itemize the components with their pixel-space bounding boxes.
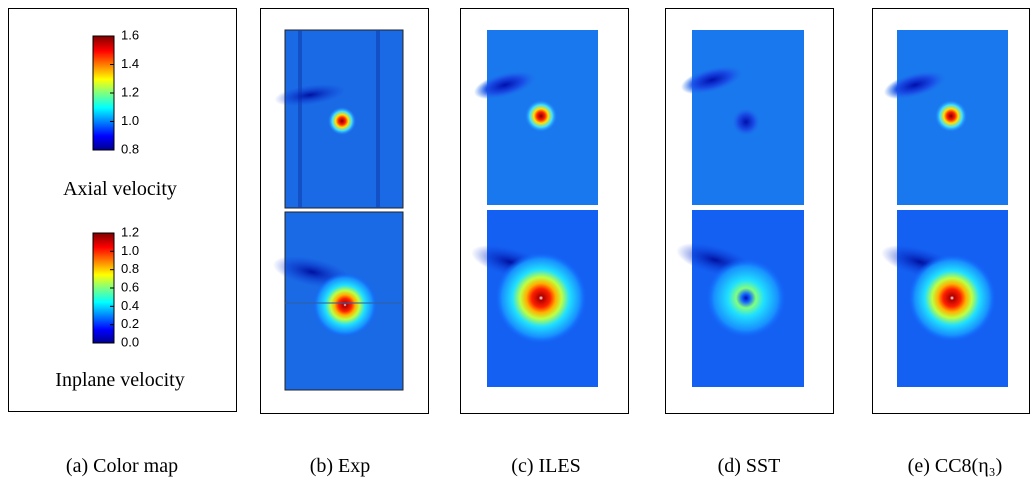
panel-frame (8, 8, 237, 412)
panel-frame (260, 8, 429, 414)
colorbar-tick-label: 1.6 (121, 27, 139, 42)
panel-frame (460, 8, 629, 414)
colorbar-tick-label: 0.8 (121, 141, 139, 156)
contour-image (676, 30, 804, 387)
colorbar-tick-label: 0.6 (121, 279, 139, 294)
colorbar-tick-label: 0.8 (121, 261, 139, 276)
caption: (a) Color map (66, 455, 178, 477)
contour-image (881, 30, 1008, 387)
colorbar-tick-label: 0.4 (121, 298, 139, 313)
colorbar-tick-label: 1.2 (121, 224, 139, 239)
caption: (c) ILES (511, 455, 580, 477)
contour-image (471, 30, 598, 387)
contour-image (272, 29, 404, 391)
colorbar-tick-label: 1.0 (121, 243, 139, 258)
colorbar-tick-label: 1.0 (121, 113, 139, 128)
colorbar-tick-label: 0.2 (121, 316, 139, 331)
caption: (e) CC8(η₃) (908, 455, 1003, 477)
caption: (d) SST (718, 455, 781, 477)
colorbar-label: Axial velocity (63, 178, 177, 200)
colorbar-tick-label: 1.2 (121, 84, 139, 99)
caption: (b) Exp (310, 455, 371, 477)
colorbar-tick-label: 1.4 (121, 56, 139, 71)
colorbar-tick-label: 0.0 (121, 334, 139, 349)
colorbar-label: Inplane velocity (55, 369, 184, 391)
panel-frame (665, 8, 834, 414)
